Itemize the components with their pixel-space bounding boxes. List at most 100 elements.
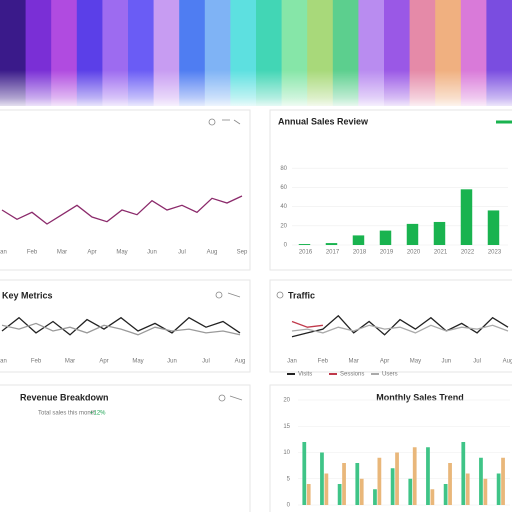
bar xyxy=(302,442,307,505)
y-tick-label: 10 xyxy=(283,450,290,456)
bar xyxy=(460,189,473,245)
y-tick-label: 20 xyxy=(283,398,290,404)
panel-title: Revenue Breakdown xyxy=(20,392,109,402)
banner-fade xyxy=(0,70,512,110)
icon xyxy=(215,291,223,299)
icon xyxy=(218,394,226,402)
x-tick-label: 2022 xyxy=(461,250,475,256)
panel xyxy=(269,279,512,373)
bar xyxy=(355,463,360,505)
bar xyxy=(496,473,501,505)
x-tick-label: Jul xyxy=(473,359,481,365)
panel-icons xyxy=(208,118,512,402)
bar xyxy=(448,463,452,505)
icon xyxy=(227,292,241,298)
icon xyxy=(229,395,243,401)
x-tick-label: Apr xyxy=(380,359,389,365)
x-tick-label: 2020 xyxy=(407,250,421,256)
legend-label: Sessions xyxy=(340,372,364,378)
x-tick-label: Apr xyxy=(87,250,96,256)
bar xyxy=(390,468,395,505)
chart: Traffic Jan Feb Mar Apr May Jun Jul Aug Visits Ses… xyxy=(287,290,512,378)
bar xyxy=(461,442,466,505)
bar xyxy=(337,484,342,505)
bar xyxy=(373,489,377,505)
x-tick-label: Apr xyxy=(99,359,108,365)
bar xyxy=(426,447,430,505)
chart: Jan Feb Mar Apr May Jun Jul Aug Sep xyxy=(0,195,248,256)
y-tick-label: 20 xyxy=(280,223,287,229)
x-tick-label: Jul xyxy=(202,359,210,365)
x-tick-label: 2017 xyxy=(326,250,340,256)
bar xyxy=(320,452,324,505)
x-tick-label: Jun xyxy=(441,359,451,365)
chart: Annual Sales Review 0 20 40 60 80 2016 2017 2018… xyxy=(278,116,508,256)
chart-title: Key Metrics xyxy=(2,290,53,300)
x-tick-label: Aug xyxy=(207,250,218,256)
x-tick-label: Aug xyxy=(503,359,512,365)
line-series xyxy=(291,324,509,334)
x-tick-label: 2016 xyxy=(299,250,313,256)
x-tick-label: Feb xyxy=(31,359,42,365)
x-tick-label: Mar xyxy=(57,250,67,256)
x-tick-label: Mar xyxy=(349,359,359,365)
bar xyxy=(359,478,364,505)
y-tick-label: 5 xyxy=(287,476,291,482)
line-series xyxy=(291,320,323,328)
bar xyxy=(406,223,419,245)
x-tick-label: May xyxy=(132,359,143,365)
x-tick-label: Jul xyxy=(178,250,186,256)
legend-label: Users xyxy=(382,372,398,378)
icon xyxy=(208,118,216,126)
change-label: +12% xyxy=(90,411,106,417)
bar xyxy=(325,243,338,245)
line-series xyxy=(1,322,241,336)
chart-title: Annual Sales Review xyxy=(278,116,369,126)
y-tick-label: 15 xyxy=(283,424,290,430)
bar xyxy=(352,235,365,245)
x-tick-label: Jan xyxy=(287,359,297,365)
bar xyxy=(324,473,329,505)
line-series xyxy=(1,195,243,225)
bar xyxy=(487,210,500,245)
y-tick-label: 40 xyxy=(280,204,287,210)
bar xyxy=(408,478,413,505)
y-tick-label: 0 xyxy=(287,503,291,509)
panels xyxy=(0,109,512,516)
chart-title: Monthly Sales Trend xyxy=(376,392,464,402)
x-tick-label: Feb xyxy=(27,250,38,256)
y-tick-label: 80 xyxy=(280,166,287,172)
bar xyxy=(443,484,448,505)
x-tick-label: Sep xyxy=(237,250,248,256)
chart-title: Traffic xyxy=(288,290,315,300)
x-tick-label: Mar xyxy=(65,359,75,365)
x-tick-label: May xyxy=(410,359,421,365)
y-tick-label: 0 xyxy=(284,243,288,249)
x-tick-label: Jun xyxy=(147,250,157,256)
icon xyxy=(233,119,241,125)
bar xyxy=(412,447,417,505)
bar xyxy=(298,244,311,245)
x-tick-label: 2018 xyxy=(353,250,367,256)
panel xyxy=(269,109,512,271)
legend-label: Visits xyxy=(298,372,312,378)
bar xyxy=(465,473,470,505)
bar xyxy=(430,489,435,505)
x-tick-label: 2019 xyxy=(380,250,394,256)
bar xyxy=(377,457,382,505)
line-series xyxy=(291,314,509,338)
bar xyxy=(395,452,399,505)
x-tick-label: Jan xyxy=(0,250,7,256)
panel xyxy=(0,109,251,271)
bar xyxy=(501,457,505,505)
bar xyxy=(479,457,483,505)
x-tick-label: Aug xyxy=(235,359,246,365)
chart: Monthly Sales Trend 0 5 10 15 20 xyxy=(283,392,510,509)
icon xyxy=(276,291,284,299)
bar xyxy=(483,478,488,505)
x-tick-label: 2023 xyxy=(488,250,502,256)
x-tick-label: Jun xyxy=(167,359,177,365)
line-series xyxy=(1,316,241,336)
